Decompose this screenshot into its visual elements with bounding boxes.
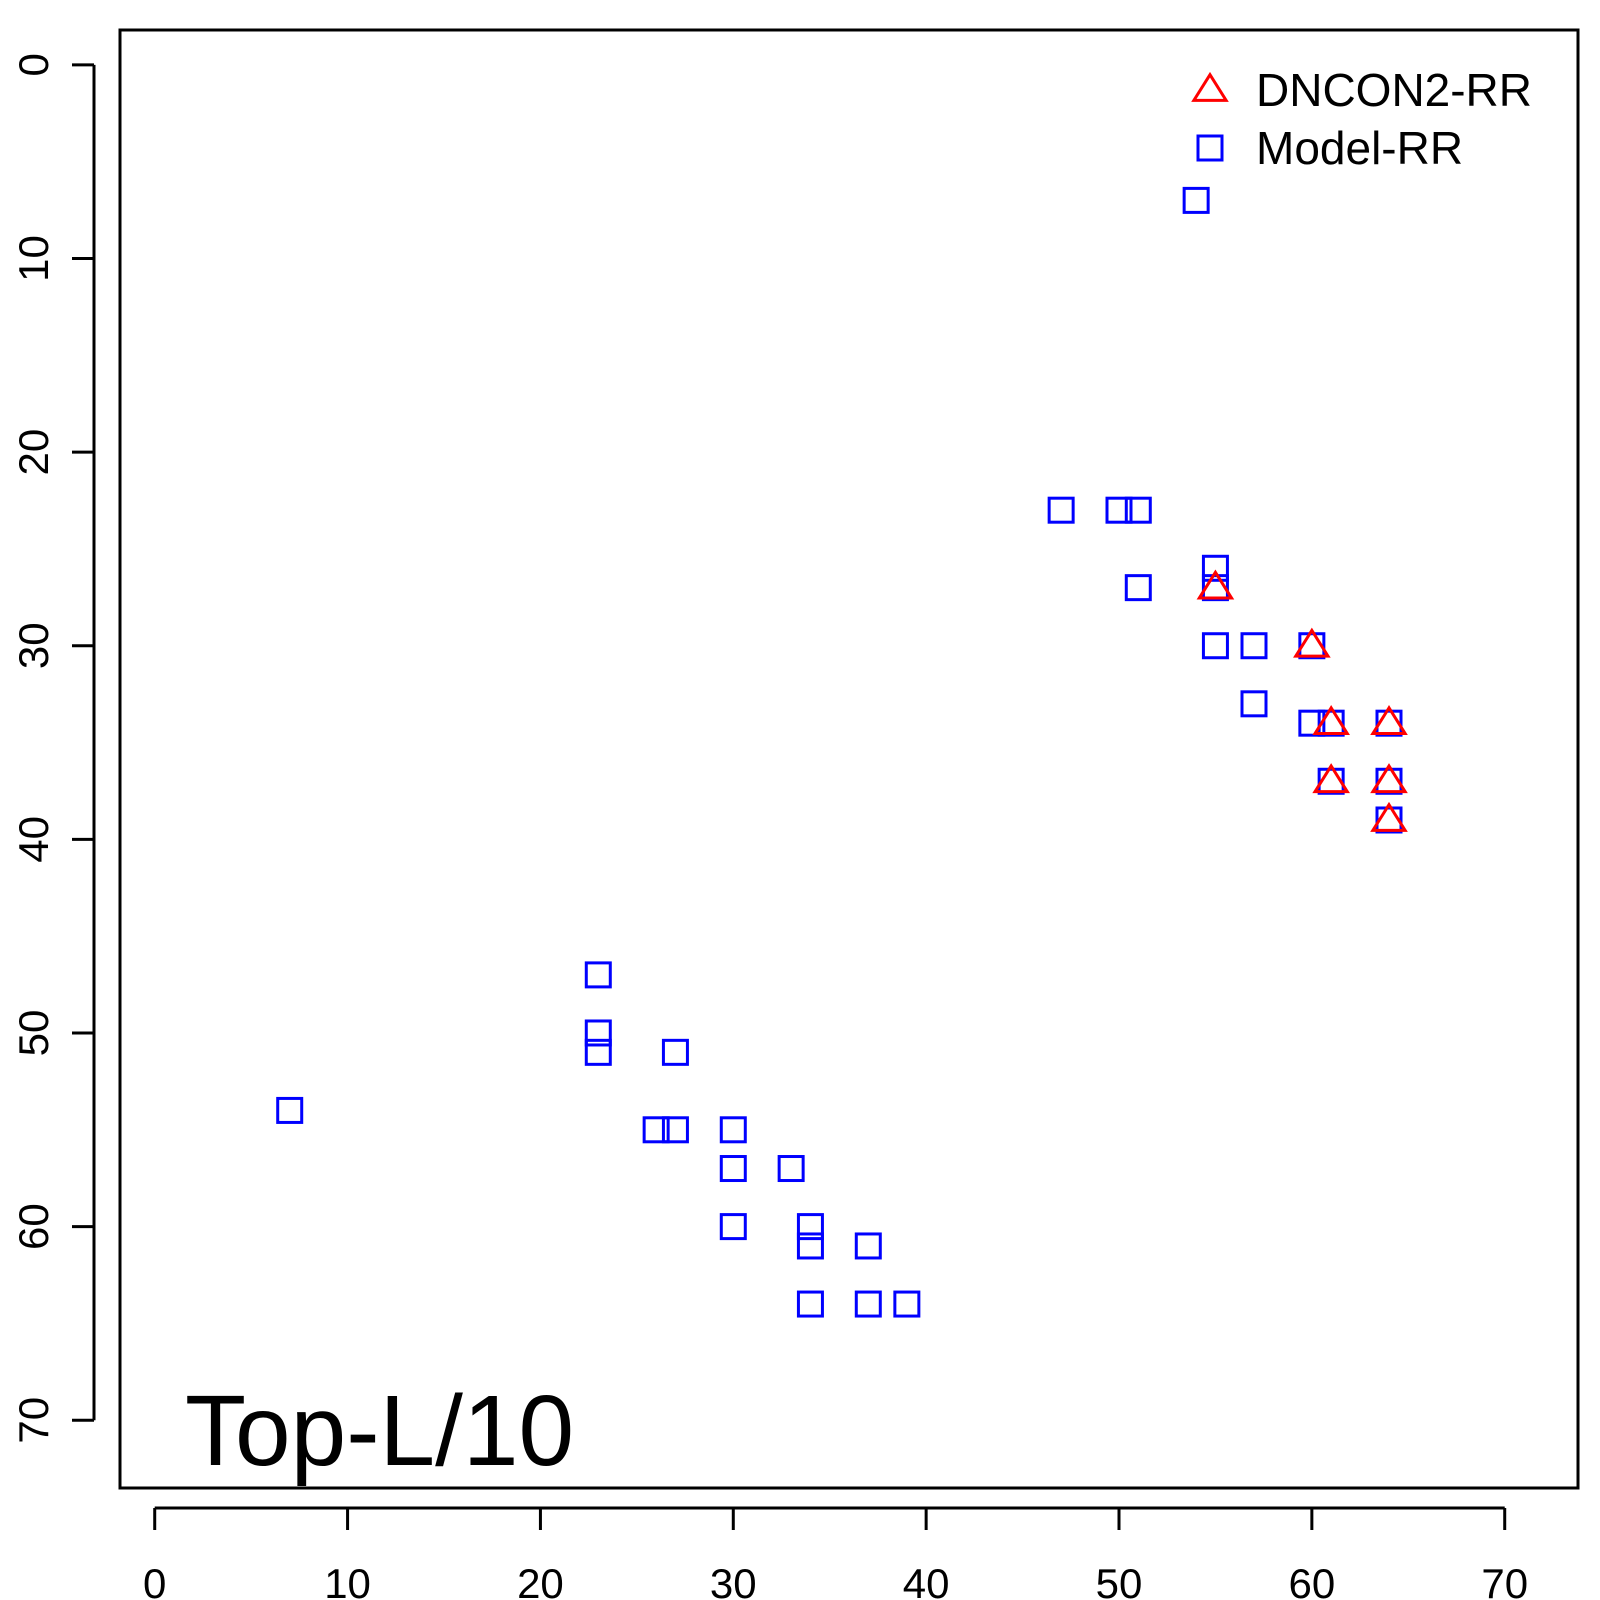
triangle-point [1312, 705, 1350, 736]
square-point [642, 1116, 670, 1144]
square-point [719, 1155, 747, 1183]
legend-label: DNCON2-RR [1256, 64, 1532, 116]
square-point [1124, 574, 1152, 602]
square-point [1298, 632, 1326, 660]
square-point [1124, 496, 1152, 524]
y-tick-label: 30 [10, 622, 57, 669]
square-point [719, 1116, 747, 1144]
triangle-point [1312, 763, 1350, 794]
x-axis: 0 10 20 30 40 50 60 70 [143, 1506, 1528, 1600]
legend: DNCON2-RR Model-RR [1191, 64, 1532, 174]
y-tick-label: 40 [10, 816, 57, 863]
x-tick-label: 70 [1481, 1560, 1528, 1600]
y-tick-label: 60 [10, 1203, 57, 1250]
triangle-point [1370, 763, 1408, 794]
square-point [584, 961, 612, 989]
square-point [661, 1038, 689, 1066]
x-tick-label: 60 [1288, 1560, 1335, 1600]
legend-marker [1196, 134, 1224, 162]
x-tick-label: 20 [517, 1560, 564, 1600]
y-tick-label: 10 [10, 235, 57, 282]
y-tick-label: 0 [10, 53, 57, 76]
square-point [1298, 709, 1326, 737]
square-point [584, 1038, 612, 1066]
series-model-rr [276, 186, 1403, 1318]
legend-label: Model-RR [1256, 122, 1463, 174]
square-point [584, 1019, 612, 1047]
square-point [276, 1096, 304, 1124]
plot-frame [118, 28, 1580, 1490]
x-tick-label: 50 [1096, 1560, 1143, 1600]
square-point [1317, 709, 1345, 737]
square-point [1317, 767, 1345, 795]
square-point [854, 1232, 882, 1260]
square-point [1182, 186, 1210, 214]
x-tick-label: 30 [710, 1560, 757, 1600]
square-point [1375, 767, 1403, 795]
square-point [796, 1232, 824, 1260]
square-point [854, 1290, 882, 1318]
series-dncon2-rr [1196, 569, 1408, 832]
square-point [796, 1213, 824, 1241]
triangle-point [1196, 569, 1235, 600]
square-point [1240, 632, 1268, 660]
square-point [777, 1155, 805, 1183]
square-point [661, 1116, 689, 1144]
y-tick-label: 50 [10, 1010, 57, 1057]
square-point [1201, 632, 1229, 660]
triangle-point [1370, 801, 1408, 832]
triangle-point [1370, 705, 1408, 736]
triangle-point [1293, 627, 1331, 658]
square-point [1240, 690, 1268, 718]
square-point [1047, 496, 1075, 524]
x-tick-label: 10 [324, 1560, 371, 1600]
panel-label: Top-L/10 [185, 1375, 574, 1487]
square-point [719, 1213, 747, 1241]
square-point [1375, 709, 1403, 737]
x-tick-label: 0 [143, 1560, 166, 1600]
square-point [796, 1290, 824, 1318]
square-point [1105, 496, 1133, 524]
square-point [1201, 574, 1229, 602]
square-point [893, 1290, 921, 1318]
y-tick-label: 70 [10, 1397, 57, 1444]
y-axis: 0 10 20 30 40 50 60 70 [10, 53, 96, 1444]
y-tick-label: 20 [10, 429, 57, 476]
legend-marker [1191, 71, 1229, 102]
data-points [276, 186, 1408, 1318]
square-point [1201, 554, 1229, 582]
x-tick-label: 40 [903, 1560, 950, 1600]
square-point [1375, 806, 1403, 834]
